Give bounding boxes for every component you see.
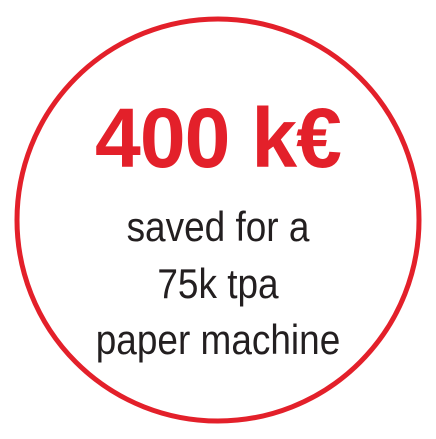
- caption-line-2: 75k tpa: [157, 260, 279, 307]
- caption-line-1: saved for a: [126, 203, 310, 250]
- caption-line-3: paper machine: [95, 316, 341, 363]
- savings-amount: 400 k€: [95, 91, 342, 185]
